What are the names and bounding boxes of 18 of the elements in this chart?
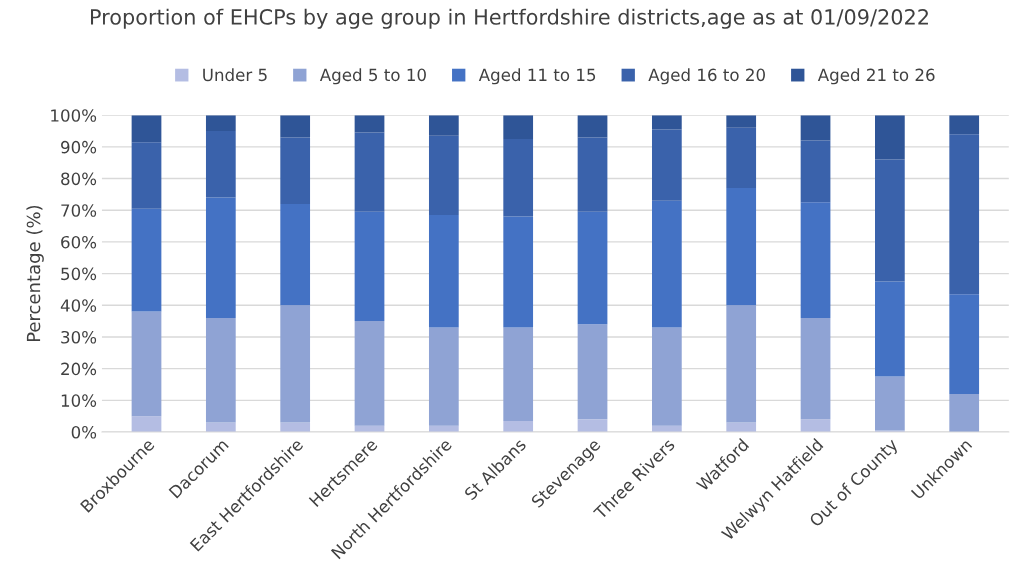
- y-axis-title: Percentage (%): [26, 205, 44, 342]
- y-tick-label: 50%: [61, 267, 97, 281]
- y-tick-label: 40%: [60, 299, 97, 312]
- y-tick-label: 20%: [61, 362, 97, 376]
- y-tick-label: 90%: [61, 140, 97, 154]
- y-tick-label: 60%: [61, 235, 97, 249]
- chart-title: Proportion of EHCPs by age group in Hertfordshire districts,age as at 01/09/2022: [91, 8, 928, 29]
- legend-label: Aged 11 to 15: [478, 68, 596, 85]
- legend-label: Aged 16 to 20: [648, 68, 765, 85]
- y-tick-label: 100%: [51, 109, 97, 122]
- legend-label: Aged 5 to 10: [319, 68, 426, 85]
- y-tick-label: 80%: [61, 172, 97, 186]
- y-tick-label: 30%: [61, 330, 97, 344]
- legend-label: Aged 21 to 26: [817, 68, 935, 85]
- y-tick-label: 10%: [61, 394, 97, 407]
- y-tick-label: 70%: [61, 204, 97, 217]
- y-tick-label: 0%: [71, 425, 97, 439]
- legend-label: Under 5: [203, 68, 267, 82]
